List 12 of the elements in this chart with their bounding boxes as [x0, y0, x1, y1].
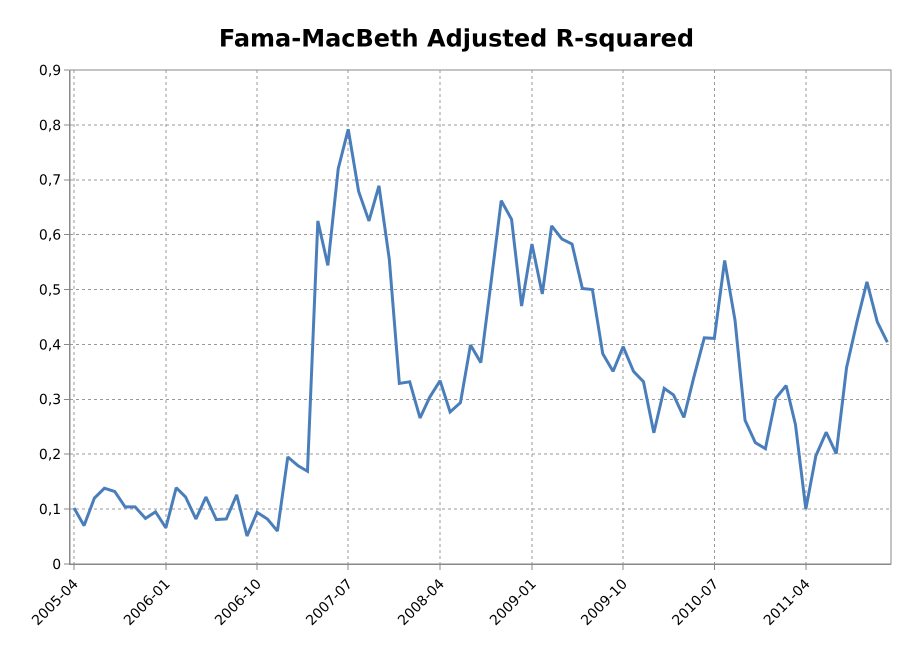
y-tick-label: 0,2: [38, 447, 62, 464]
y-tick-label: 0,1: [38, 502, 62, 518]
y-tick-label: 0,7: [38, 172, 62, 189]
y-tick-label: 0,4: [38, 337, 62, 354]
y-tick-label: 0: [52, 556, 62, 573]
y-tick-label: 0,9: [38, 62, 62, 79]
y-tick-label: 0,3: [38, 392, 62, 408]
line-series: [72, 128, 889, 538]
y-tick-label: 0,8: [38, 118, 62, 134]
y-tick-label: 0,6: [38, 228, 62, 244]
y-tick-label: 0,5: [38, 282, 62, 298]
chart-title: Fama-MacBeth Adjusted R-squared: [218, 24, 694, 52]
